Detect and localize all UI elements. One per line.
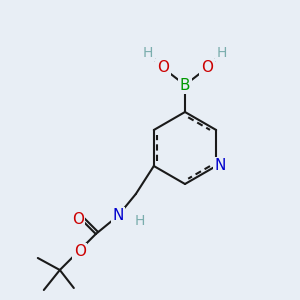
- Text: H: H: [143, 46, 153, 60]
- Text: O: O: [201, 61, 213, 76]
- Text: O: O: [157, 61, 169, 76]
- Text: O: O: [72, 212, 84, 227]
- Text: B: B: [180, 77, 190, 92]
- Text: N: N: [214, 158, 226, 173]
- Text: N: N: [112, 208, 124, 224]
- Text: H: H: [217, 46, 227, 60]
- Text: O: O: [74, 244, 86, 260]
- Text: H: H: [135, 214, 145, 228]
